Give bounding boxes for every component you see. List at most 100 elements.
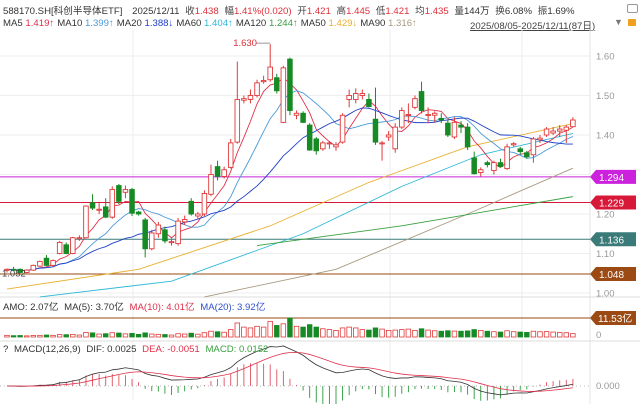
volume-max-label: 11.53亿	[598, 312, 632, 325]
candle-body	[333, 144, 339, 148]
candle-body	[517, 148, 523, 153]
candle-body	[431, 112, 438, 116]
volume-bar	[491, 331, 497, 338]
candle-body	[550, 130, 556, 134]
candle-body	[352, 93, 359, 100]
volume-bar	[274, 325, 280, 338]
candle-body	[195, 213, 201, 217]
candle-body	[129, 189, 135, 214]
candle	[484, 160, 491, 168]
amo-value: AMO: 2.07亿	[3, 302, 59, 313]
candle	[83, 205, 89, 239]
volume-bar	[484, 330, 491, 338]
volume-bar	[56, 334, 63, 338]
ma10-line	[6, 90, 574, 272]
volume-bar	[83, 331, 89, 338]
max-price-label: 1.630	[233, 38, 257, 49]
candle	[241, 95, 247, 104]
candle	[260, 75, 267, 84]
date-range-selector[interactable]: 2025/08/05-2025/12/11(87日)	[470, 21, 596, 32]
ma-legend-item: MA5 1.419↑	[3, 18, 54, 29]
change-value: 1.41%(0.020)	[233, 6, 292, 17]
candle	[208, 164, 214, 197]
volume-bar	[241, 326, 247, 338]
volume-bar	[333, 330, 339, 338]
y-tick-label: 1.10	[596, 249, 615, 260]
candle	[10, 266, 17, 272]
volume-bar	[228, 329, 234, 338]
candle-body	[418, 91, 425, 111]
candle	[168, 238, 175, 246]
candle-body	[208, 174, 214, 195]
candle	[142, 217, 148, 258]
candle	[438, 113, 445, 124]
volume-bar	[76, 334, 83, 338]
volume-bar	[267, 320, 273, 338]
candle-body	[247, 95, 254, 100]
candle	[50, 259, 56, 267]
price-tag-label: 1.048	[599, 270, 624, 281]
y-tick-label: 1.00	[596, 289, 615, 300]
dif-line	[6, 345, 573, 396]
volume-bar	[478, 330, 484, 338]
lock-icon[interactable]	[628, 19, 636, 26]
volume-bar	[550, 331, 556, 338]
candle	[4, 268, 10, 273]
candle	[280, 65, 287, 124]
ma-value: 1.399↑	[84, 18, 114, 29]
close-value: 1.438	[194, 6, 219, 17]
dropdown-arrow-icon[interactable]: ▼	[614, 17, 623, 27]
volume-bar	[280, 323, 287, 338]
candle-body	[227, 142, 234, 168]
candle-body	[274, 77, 280, 92]
candle	[155, 221, 162, 238]
candle-body	[214, 166, 221, 177]
volume-bar	[4, 334, 10, 338]
volume-bar	[135, 333, 142, 338]
candle	[399, 107, 405, 130]
volume-bar	[425, 329, 431, 338]
candle-body	[563, 126, 570, 131]
candle-body	[425, 114, 431, 116]
candle-body	[524, 152, 530, 158]
candle-body	[346, 95, 352, 100]
avg-value: 1.435	[424, 6, 449, 17]
candle-body	[497, 162, 504, 168]
volume-bar	[10, 335, 17, 338]
candle	[267, 44, 273, 82]
volume-bar	[260, 326, 267, 338]
candle-body	[306, 124, 313, 151]
candle	[201, 190, 208, 216]
candle	[122, 185, 129, 199]
macd-title: MACD(12,26,9)	[14, 344, 81, 355]
volume-bar	[89, 332, 96, 338]
volume-bar	[129, 332, 135, 338]
volume-bar	[563, 332, 569, 338]
ma-value: 1.388↓	[144, 18, 174, 29]
candle-body	[399, 110, 405, 128]
volume-bar	[510, 331, 517, 338]
candle-body	[530, 138, 537, 156]
candle	[570, 117, 576, 128]
candle-body	[510, 143, 517, 146]
volume-bar	[530, 330, 537, 338]
candle-body	[379, 142, 385, 145]
candle	[116, 183, 122, 205]
candle-body	[438, 117, 445, 121]
candle-body	[83, 205, 89, 239]
candle-body	[109, 189, 116, 218]
price-tag	[590, 169, 636, 184]
date: 2025/12/11	[132, 6, 180, 17]
y-tick-label: 1.20	[596, 210, 615, 221]
volume-bar	[162, 334, 168, 338]
screenshot-icon[interactable]	[627, 4, 638, 13]
candle	[56, 240, 63, 255]
candle	[102, 198, 109, 218]
ma-legend-item: MA90 1.316↑	[360, 18, 417, 29]
help-icon[interactable]: ?	[3, 344, 9, 355]
volume-bar	[379, 328, 385, 338]
candle-body	[392, 126, 398, 150]
candle-body	[254, 82, 260, 96]
ma-label: MA50	[300, 18, 329, 29]
